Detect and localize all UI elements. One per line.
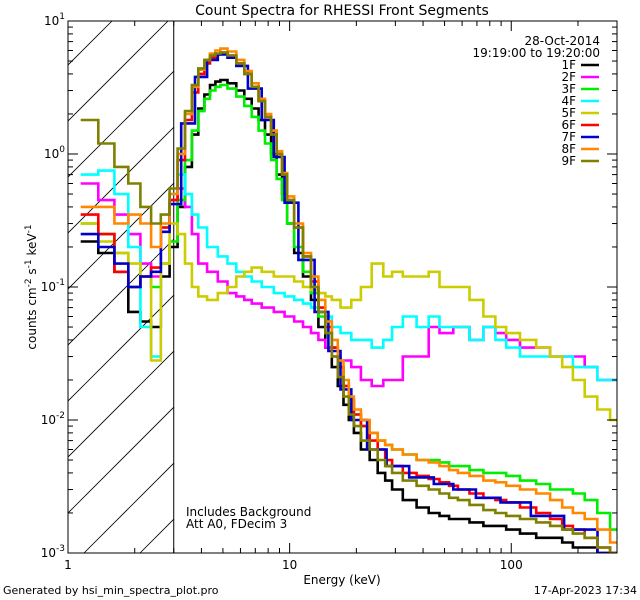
y-label-part: counts cm	[25, 287, 39, 349]
hatch-line	[0, 0, 124, 553]
y-label-exp: -1	[24, 224, 34, 233]
legend-date: 28-Oct-2014	[524, 34, 600, 48]
series-group	[80, 47, 617, 553]
y-tick-label: 10-3	[41, 544, 65, 560]
excluded-region-hatch	[0, 0, 640, 553]
legend-label-6F: 6F	[561, 118, 576, 132]
y-tick-label: 100	[44, 145, 65, 161]
series-line-8F	[80, 47, 617, 544]
hatch-line	[68, 21, 113, 66]
legend-label-1F: 1F	[561, 58, 576, 72]
x-tick-label: 100	[500, 558, 523, 572]
y-label-exp: -2	[24, 278, 34, 287]
legend-label-8F: 8F	[561, 142, 576, 156]
annotation-attenuator: Att A0, FDecim 3	[186, 517, 287, 531]
hatch-line	[68, 182, 174, 290]
legend-label-2F: 2F	[561, 70, 576, 84]
y-tick-label: 10-1	[41, 278, 65, 294]
series-line-7F	[80, 53, 617, 553]
series-line-5F	[80, 222, 617, 422]
x-tick-label: 1	[64, 558, 72, 572]
legend-label-5F: 5F	[561, 106, 576, 120]
hatch-line	[68, 350, 174, 458]
legend: 28-Oct-2014 19:19:00 to 19:20:00 1F2F3F4…	[473, 34, 600, 168]
series-line-9F	[80, 51, 617, 553]
legend-label-9F: 9F	[561, 154, 576, 168]
axes-group: 1 10 100 10-3 10-2 10-1 100 101	[41, 12, 618, 572]
annotation-background: Includes Background	[186, 505, 311, 519]
x-tick-label: 10	[282, 558, 297, 572]
legend-label-7F: 7F	[561, 130, 576, 144]
hatch-line	[532, 0, 640, 553]
y-axis-label: counts cm-2 s-1 keV-1	[24, 224, 39, 349]
hatch-line	[68, 21, 169, 122]
footer-generated-by: Generated by hsi_min_spectra_plot.pro	[3, 584, 219, 597]
x-axis-label: Energy (keV)	[303, 573, 380, 587]
y-tick-label: 101	[44, 12, 65, 28]
y-label-part: keV	[25, 233, 39, 260]
legend-time-range: 19:19:00 to 19:20:00	[473, 46, 600, 60]
legend-label-4F: 4F	[561, 94, 576, 108]
chart-title: Count Spectra for RHESSI Front Segments	[195, 3, 489, 19]
y-label-exp: -1	[24, 259, 34, 268]
footer-date: 17-Apr-2023 17:34	[534, 584, 637, 597]
hatch-line	[588, 0, 640, 553]
series-line-1F	[80, 78, 617, 553]
y-label-part: s	[25, 268, 39, 278]
hatch-line	[68, 406, 174, 514]
legend-label-3F: 3F	[561, 82, 576, 96]
hatch-line	[476, 0, 640, 553]
hatch-lines	[0, 0, 640, 553]
y-tick-label: 10-2	[41, 411, 65, 427]
